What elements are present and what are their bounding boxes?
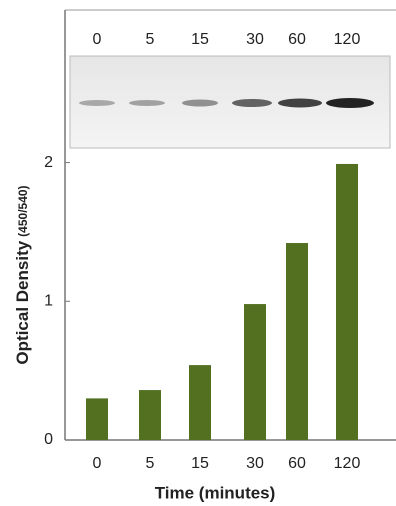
blot-lane-label: 30 xyxy=(246,31,264,48)
blot-band xyxy=(232,99,272,107)
blot-lane-label: 60 xyxy=(288,31,306,48)
blot-lane-label: 0 xyxy=(93,31,102,48)
blot-band xyxy=(278,99,322,108)
blot-lane-label: 120 xyxy=(334,31,361,48)
blot-lane-label: 15 xyxy=(191,31,209,48)
x-tick-label: 60 xyxy=(288,455,306,472)
blot-band xyxy=(79,100,115,106)
y-tick-label: 1 xyxy=(44,293,53,310)
y-axis-label: Optical Density (450/540) xyxy=(13,185,32,364)
blot-band xyxy=(182,100,218,107)
y-tick-label: 2 xyxy=(44,154,53,171)
bar xyxy=(139,390,161,440)
y-tick-label: 0 xyxy=(44,431,53,448)
bar xyxy=(189,365,211,440)
blot-band xyxy=(326,98,374,108)
y-axis-label-main: Optical Density xyxy=(13,240,32,364)
x-tick-label: 5 xyxy=(146,455,155,472)
bar xyxy=(86,398,108,440)
bar xyxy=(336,164,358,440)
x-tick-label: 15 xyxy=(191,455,209,472)
y-axis-label-sub: (450/540) xyxy=(16,185,30,236)
bar xyxy=(286,243,308,440)
blot-lane-label: 5 xyxy=(146,31,155,48)
x-axis-label: Time (minutes) xyxy=(155,483,276,502)
x-tick-label: 0 xyxy=(93,455,102,472)
blot-band xyxy=(129,100,165,106)
chart: Time (minutes) Optical Density(450/540) … xyxy=(0,0,396,506)
x-tick-label: 120 xyxy=(334,455,361,472)
bar xyxy=(244,304,266,440)
blot xyxy=(70,56,390,148)
x-tick-label: 30 xyxy=(246,455,264,472)
